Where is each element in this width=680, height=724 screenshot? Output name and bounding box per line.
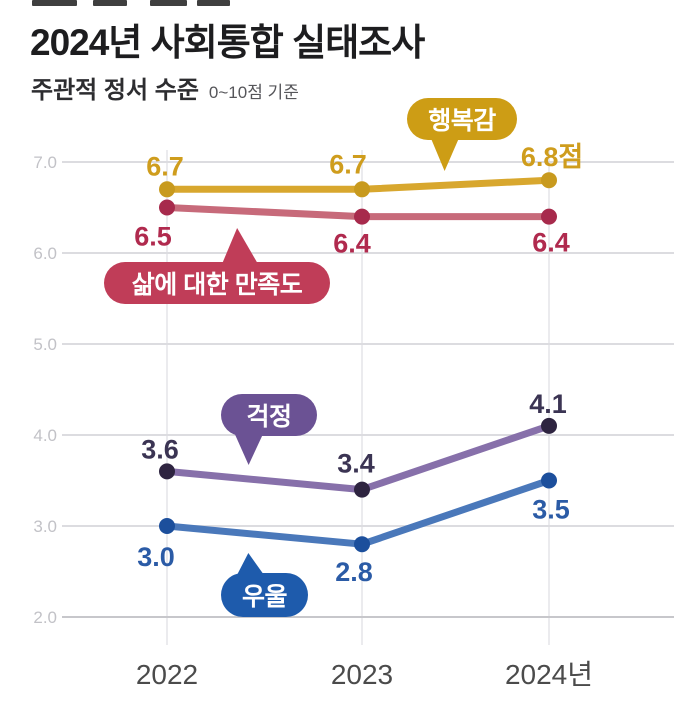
data-point-depression xyxy=(354,536,370,553)
series-badge-happiness: 행복감 xyxy=(407,98,517,171)
data-point-depression xyxy=(541,472,557,489)
value-label-life-satisfaction: 6.4 xyxy=(532,228,570,258)
value-label-happiness: 6.7 xyxy=(329,149,367,179)
data-point-worry xyxy=(354,481,370,498)
data-point-life-satisfaction xyxy=(159,199,175,216)
series-badge-depression: 우울 xyxy=(221,553,308,617)
value-label-depression: 3.0 xyxy=(137,542,175,572)
cropped-text-fragment xyxy=(150,0,187,6)
value-label-depression: 3.5 xyxy=(532,495,570,525)
data-point-worry xyxy=(541,417,557,434)
y-axis-tick-label: 3.0 xyxy=(33,517,57,536)
chart-subtitle: 주관적 정서 수준 xyxy=(31,77,199,104)
data-point-happiness xyxy=(541,172,557,189)
data-point-happiness xyxy=(354,181,370,198)
page-title: 2024년 사회통합 실태조사 xyxy=(30,22,425,63)
y-axis-tick-label: 2.0 xyxy=(33,608,57,627)
cropped-text-fragment xyxy=(197,0,230,6)
data-point-happiness xyxy=(159,181,175,198)
value-label-happiness: 6.7 xyxy=(146,151,184,181)
value-label-worry: 3.4 xyxy=(337,449,375,479)
cropped-text-fragment xyxy=(93,0,127,6)
value-label-worry: 4.1 xyxy=(529,389,567,419)
series-badge-label: 우울 xyxy=(241,583,288,611)
chart-scale-note: 0~10점 기준 xyxy=(208,83,299,102)
value-label-life-satisfaction: 6.4 xyxy=(333,229,371,259)
series-badge-life-satisfaction: 삶에 대한 만족도 xyxy=(104,228,330,304)
y-axis-tick-label: 7.0 xyxy=(33,153,57,172)
y-axis-tick-label: 5.0 xyxy=(33,335,57,354)
series-badge-label: 걱정 xyxy=(246,403,292,431)
data-point-life-satisfaction xyxy=(541,208,557,225)
x-axis-tick-label: 2023 xyxy=(331,659,393,690)
chart-subtitle-row: 주관적 정서 수준 0~10점 기준 xyxy=(31,70,299,105)
y-axis-tick-label: 4.0 xyxy=(33,426,57,445)
series-badge-label: 삶에 대한 만족도 xyxy=(131,271,303,299)
series-badge-worry: 걱정 xyxy=(221,394,317,465)
series-badge-label: 행복감 xyxy=(428,107,496,135)
value-label-happiness: 6.8점 xyxy=(521,142,583,172)
y-axis-tick-label: 6.0 xyxy=(33,244,57,263)
value-label-life-satisfaction: 6.5 xyxy=(134,222,172,252)
value-label-depression: 2.8 xyxy=(335,557,373,587)
value-label-worry: 3.6 xyxy=(141,434,179,464)
x-axis-tick-label: 2022 xyxy=(136,659,198,690)
data-point-depression xyxy=(159,518,175,534)
x-axis-tick-label: 2024년 xyxy=(505,659,593,690)
data-point-worry xyxy=(159,463,175,480)
cropped-text-fragment xyxy=(32,0,77,6)
data-point-life-satisfaction xyxy=(354,208,370,225)
